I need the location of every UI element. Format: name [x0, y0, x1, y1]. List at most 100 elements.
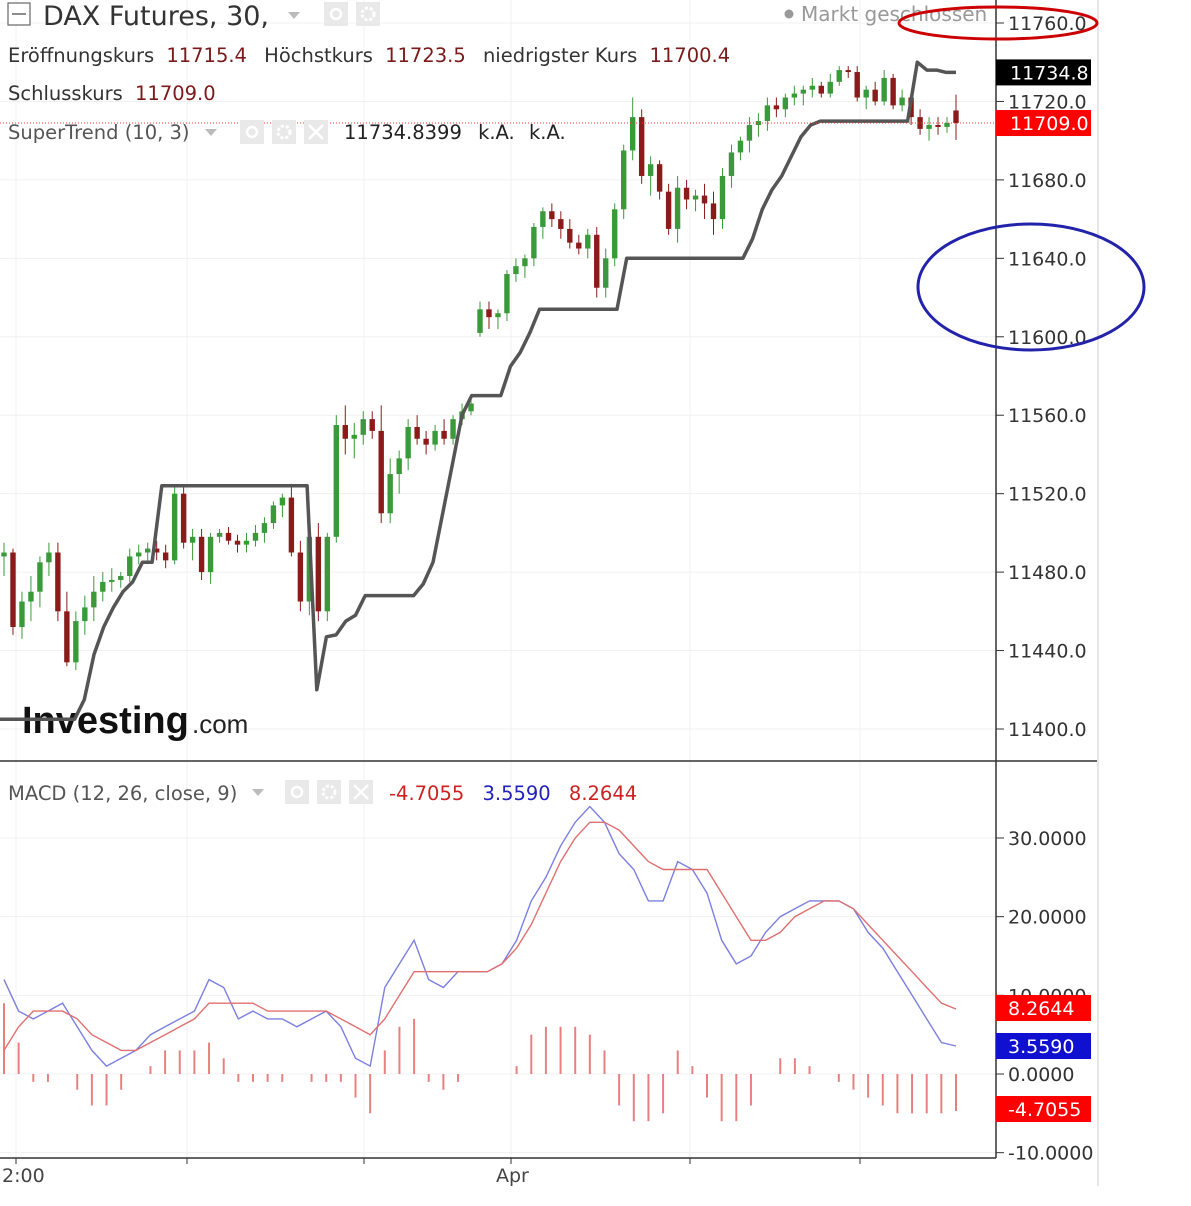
price-axis-label: 11760.0	[1008, 13, 1087, 35]
candle-body	[297, 552, 304, 602]
candle-body	[594, 234, 600, 288]
candle-body	[19, 601, 25, 628]
candle-body	[261, 523, 268, 533]
macd-legend-name[interactable]: MACD (12, 26, close, 9)	[8, 782, 237, 805]
supertrend-price-tag	[996, 59, 1091, 86]
candle-body	[603, 258, 609, 288]
candle-body	[109, 579, 115, 582]
candle-body	[935, 124, 941, 127]
price-axis-label: 11400.0	[1008, 719, 1087, 741]
candle-body	[872, 89, 878, 102]
symbol-title: DAX Futures, 30,	[43, 1, 269, 32]
candle-body	[279, 497, 286, 506]
open-value: 11715.4	[166, 44, 247, 67]
eye-icon-pupil	[329, 7, 343, 21]
eye-icon[interactable]	[324, 2, 348, 26]
symbol-dropdown-icon[interactable]	[288, 12, 300, 19]
macd-hist-tag-text: -4.7055	[1008, 1099, 1081, 1121]
price-axis[interactable]: 11760.0 11720.0 11680.0 11640.0 11600.0 11560…	[996, 13, 1093, 1165]
candle-body	[1, 552, 7, 557]
candle-body	[378, 430, 384, 514]
candle-body	[315, 536, 322, 612]
red-annotation-ellipse	[897, 5, 1099, 41]
candle-body	[189, 536, 196, 543]
macd-eye-icon[interactable]	[285, 780, 309, 804]
candle-body	[549, 211, 555, 220]
candle-body	[800, 89, 807, 94]
macd-gear-icon[interactable]	[317, 780, 341, 804]
candle-body	[827, 81, 833, 94]
candle-body	[55, 552, 61, 612]
candle-body	[881, 77, 887, 102]
price-axis-label: 11600.0	[1008, 327, 1087, 349]
candle-body	[854, 72, 860, 98]
supertrend-gear-icon[interactable]	[272, 120, 296, 144]
candle-body	[351, 434, 357, 439]
supertrend-na-2: k.A.	[529, 121, 566, 144]
supertrend-dropdown-icon[interactable]	[205, 129, 217, 136]
candle-body	[791, 93, 798, 98]
macd-pane[interactable]	[3, 805, 957, 1122]
supertrend-na-1: k.A.	[478, 121, 515, 144]
last-price-tag	[996, 110, 1091, 137]
candle-body	[64, 611, 70, 663]
candle-body	[953, 110, 959, 124]
candle-body	[396, 458, 402, 475]
time-label-2: Apr	[496, 1165, 529, 1187]
candle-body	[773, 105, 780, 110]
price-axis-label: 11680.0	[1008, 170, 1087, 192]
candle-body	[926, 124, 932, 129]
gear-icon[interactable]	[356, 2, 380, 26]
candle-body	[701, 195, 708, 204]
candle-body	[522, 258, 528, 267]
supertrend-legend-name[interactable]: SuperTrend (10, 3)	[8, 121, 190, 144]
supertrend-eye-icon[interactable]	[240, 120, 264, 144]
macd-line-tag	[996, 1033, 1091, 1059]
candle-body	[423, 438, 429, 445]
open-label: Eröffnungskurs	[8, 44, 154, 67]
candle-body	[638, 117, 645, 176]
candle-body	[333, 425, 339, 537]
candle-body	[100, 581, 106, 592]
candle-body	[692, 195, 699, 200]
candle-body	[234, 540, 241, 545]
candle-body	[73, 621, 79, 663]
macd-axis-label: -10.0000	[1008, 1143, 1093, 1165]
macd-line-value: 3.5590	[482, 782, 550, 805]
price-axis-label: 11520.0	[1008, 484, 1087, 506]
price-axis-label: 11480.0	[1008, 562, 1087, 584]
macd-line-tag-text: 3.5590	[1008, 1036, 1074, 1058]
candle-body	[836, 70, 842, 82]
high-value: 11723.5	[385, 44, 466, 67]
macd-legend-values: -4.7055 3.5590 8.2644	[389, 782, 637, 805]
candle-body	[513, 266, 519, 275]
candle-body	[82, 607, 88, 622]
candle-body	[243, 540, 250, 545]
candle-body	[917, 117, 923, 129]
candle-body	[890, 77, 896, 106]
close-label: Schlusskurs	[8, 82, 123, 105]
macd-hist-value: -4.7055	[389, 782, 464, 805]
candle-body	[118, 576, 124, 580]
macd-dropdown-icon[interactable]	[252, 789, 264, 796]
macd-axis-label: 30.0000	[1008, 828, 1087, 850]
grid	[0, 0, 996, 1164]
macd-close-icon-x	[353, 784, 369, 800]
price-axis-label: 11640.0	[1008, 248, 1087, 270]
candle-body	[405, 426, 411, 459]
candle-body	[647, 164, 654, 176]
candle-body	[369, 419, 375, 431]
candle-body	[360, 419, 366, 435]
price-pane[interactable]	[0, 60, 996, 721]
candle-body	[288, 497, 295, 553]
candle-body	[782, 97, 789, 110]
candle-body	[270, 505, 277, 524]
time-label-1: 2:00	[2, 1165, 45, 1187]
low-value: 11700.4	[649, 44, 730, 67]
price-axis-label: 11560.0	[1008, 405, 1087, 427]
candle-body	[764, 105, 771, 122]
candle-body	[207, 536, 214, 573]
candle-body	[656, 164, 663, 192]
candle-body	[728, 152, 735, 176]
